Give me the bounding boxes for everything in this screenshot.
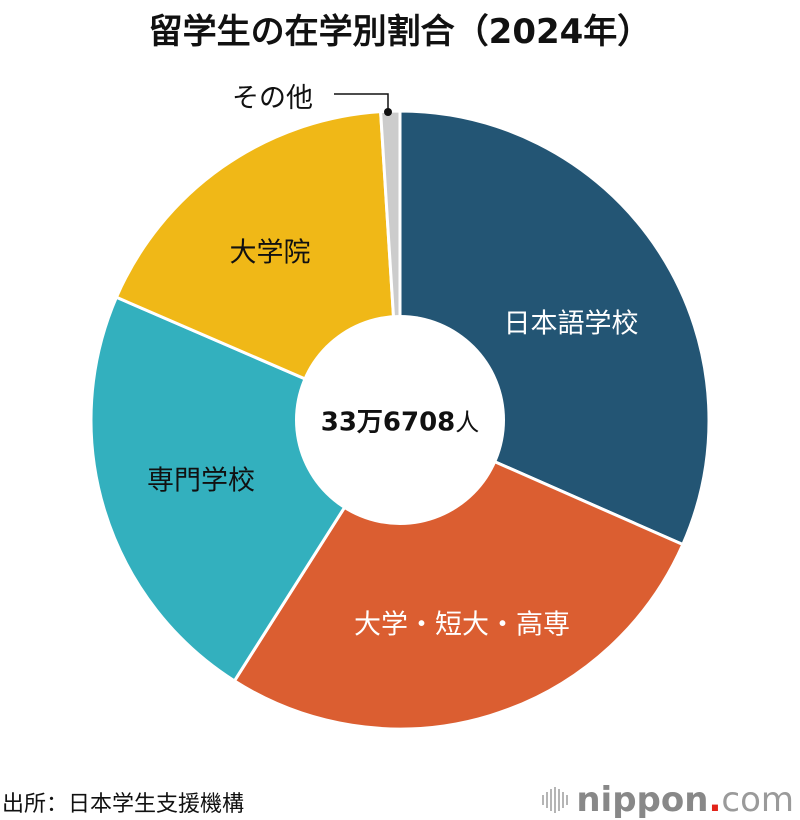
brand-name: nippon xyxy=(576,780,709,820)
source-note: 出所：日本学生支援機構 xyxy=(2,792,245,817)
chart-title: 留学生の在学別割合（2024年） xyxy=(148,12,652,52)
center-total: 33万6708人 xyxy=(321,402,480,439)
slice-label: 大学・短大・高専 xyxy=(354,609,570,641)
center-total-value: 33万6708 xyxy=(320,407,456,438)
center-total-unit: 人 xyxy=(455,408,480,437)
slice-label: 大学院 xyxy=(229,237,311,269)
brand-dot: . xyxy=(708,780,722,820)
slice-label: 専門学校 xyxy=(147,465,255,497)
nippon-com-logo: nippon. com xyxy=(542,780,794,820)
brand-tld: com xyxy=(721,780,794,820)
slice-1 xyxy=(232,418,685,731)
other-label: その他 xyxy=(232,83,313,114)
leader-dot xyxy=(384,108,392,116)
donut-hole xyxy=(295,315,505,525)
sound-bars-icon xyxy=(542,787,569,813)
leader-line xyxy=(334,93,389,112)
slice-label: 日本語学校 xyxy=(503,308,639,340)
